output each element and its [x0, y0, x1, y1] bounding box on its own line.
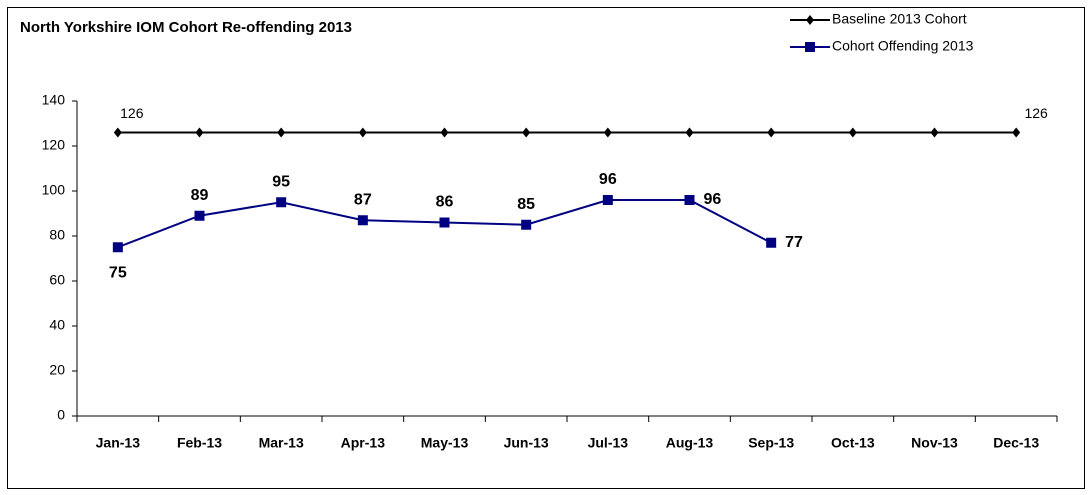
data-label: 95: [272, 173, 290, 190]
x-tick-label: Mar-13: [259, 435, 304, 451]
data-point: [521, 219, 532, 230]
x-tick-label: Nov-13: [911, 435, 958, 451]
y-tick-label: 120: [42, 137, 66, 153]
y-tick-label: 60: [49, 272, 65, 288]
x-tick-label: Jul-13: [588, 435, 629, 451]
x-tick-label: Aug-13: [666, 435, 714, 451]
data-point: [112, 242, 123, 253]
data-label: 89: [191, 187, 209, 204]
data-point: [277, 127, 286, 138]
data-point: [522, 127, 531, 138]
data-point: [602, 195, 613, 205]
data-point: [848, 127, 857, 138]
y-tick-label: 140: [42, 92, 66, 108]
x-tick-label: Feb-13: [177, 435, 222, 451]
chart-title: North Yorkshire IOM Cohort Re-offending …: [20, 19, 352, 36]
y-tick-label: 20: [49, 362, 65, 378]
x-tick-label: Oct-13: [831, 435, 875, 451]
data-point: [766, 237, 777, 248]
data-point: [358, 127, 367, 138]
data-label: 86: [436, 194, 454, 211]
y-tick-label: 80: [49, 227, 65, 243]
data-point: [194, 210, 205, 221]
data-label: 77: [785, 234, 803, 251]
x-tick-label: Sep-13: [748, 435, 794, 451]
chart-border: [7, 7, 1085, 489]
data-point: [440, 127, 449, 138]
data-label: 75: [109, 264, 127, 281]
data-label: 126: [1024, 105, 1048, 121]
legend-label: Cohort Offending 2013: [832, 38, 974, 54]
data-label: 87: [354, 191, 372, 208]
legend-marker: [806, 15, 814, 25]
data-point: [685, 127, 694, 138]
data-label: 96: [704, 191, 722, 208]
data-point: [113, 127, 122, 138]
data-point: [357, 215, 368, 226]
x-tick-label: Dec-13: [993, 435, 1039, 451]
data-point: [930, 127, 939, 138]
data-label: 96: [599, 171, 617, 188]
data-point: [439, 217, 450, 228]
x-tick-label: Jun-13: [504, 435, 549, 451]
data-label: 85: [517, 196, 535, 213]
x-tick-label: May-13: [421, 435, 469, 451]
x-tick-label: Apr-13: [341, 435, 386, 451]
data-point: [195, 127, 204, 138]
data-point: [1012, 127, 1021, 138]
data-point: [684, 195, 695, 205]
data-point: [767, 127, 776, 138]
data-point: [276, 197, 287, 208]
legend-label: Baseline 2013 Cohort: [832, 11, 967, 27]
legend-marker: [805, 42, 815, 52]
y-tick-label: 40: [49, 317, 65, 333]
y-tick-label: 0: [57, 407, 65, 423]
y-tick-label: 100: [42, 182, 66, 198]
x-tick-label: Jan-13: [96, 435, 141, 451]
data-label: 126: [120, 105, 144, 121]
data-point: [603, 127, 612, 138]
